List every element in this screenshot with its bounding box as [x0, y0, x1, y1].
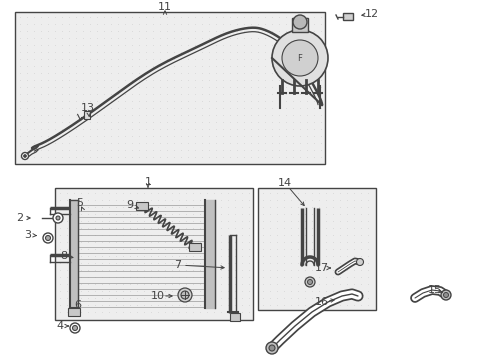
Text: 4: 4 — [56, 321, 64, 331]
Bar — [343, 13, 353, 20]
Text: 10: 10 — [151, 291, 165, 301]
Bar — [84, 111, 90, 120]
Text: 16: 16 — [315, 297, 329, 307]
Bar — [292, 18, 308, 32]
Circle shape — [70, 323, 80, 333]
Circle shape — [22, 153, 28, 159]
Text: 15: 15 — [428, 285, 442, 295]
Circle shape — [46, 235, 50, 240]
Text: 17: 17 — [315, 263, 329, 273]
Circle shape — [441, 290, 451, 300]
Circle shape — [269, 345, 275, 351]
Text: 1: 1 — [145, 177, 151, 187]
Circle shape — [282, 40, 318, 76]
Circle shape — [266, 342, 278, 354]
Text: 8: 8 — [60, 251, 68, 261]
Circle shape — [178, 288, 192, 302]
Text: 7: 7 — [174, 260, 182, 270]
Circle shape — [24, 154, 26, 158]
Bar — [136, 202, 148, 210]
Circle shape — [181, 291, 189, 299]
Bar — [68, 308, 80, 316]
Text: 5: 5 — [76, 198, 83, 208]
Text: 13: 13 — [81, 103, 95, 113]
Bar — [189, 243, 201, 251]
Text: 11: 11 — [158, 2, 172, 12]
Text: 14: 14 — [278, 178, 292, 188]
Circle shape — [43, 233, 53, 243]
Text: 6: 6 — [74, 300, 81, 310]
Circle shape — [53, 213, 63, 223]
Bar — [15, 12, 325, 164]
Circle shape — [272, 30, 328, 86]
Circle shape — [73, 325, 77, 330]
Bar — [258, 188, 376, 310]
Circle shape — [308, 279, 313, 284]
Text: 2: 2 — [17, 213, 24, 223]
Circle shape — [293, 15, 307, 29]
Circle shape — [443, 292, 448, 297]
Bar — [230, 313, 240, 321]
Text: F: F — [297, 54, 302, 63]
Bar — [55, 188, 253, 320]
Circle shape — [357, 258, 364, 266]
Text: 9: 9 — [126, 200, 134, 210]
Circle shape — [305, 277, 315, 287]
Text: 3: 3 — [24, 230, 31, 240]
Circle shape — [56, 216, 60, 220]
Text: 12: 12 — [365, 9, 379, 19]
